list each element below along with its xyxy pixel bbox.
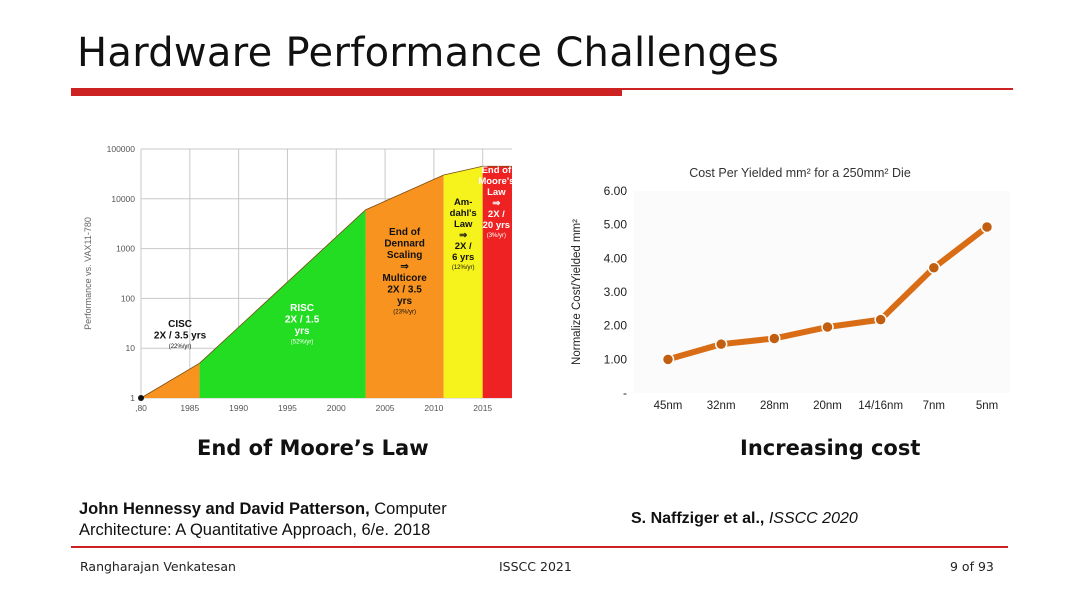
ref-authors: John Hennessy and David Patterson,	[79, 500, 370, 518]
region-rate-label: (23%/yr)	[393, 310, 416, 316]
cost-point	[661, 353, 675, 366]
ref2-authors: S. Naffziger et al.,	[631, 510, 765, 527]
x-tick-label: 2005	[376, 403, 395, 413]
y-tick-label: 1	[130, 393, 135, 403]
cost-point	[874, 313, 887, 326]
region-label: Scaling	[387, 250, 423, 261]
footer-page-number: 9 of 93	[950, 559, 994, 574]
region-label: ⇒	[492, 198, 501, 209]
region-label: ⇒	[459, 230, 468, 241]
x-tick-label: 7nm	[923, 400, 945, 412]
region-label: 2X / 3.5 yrs	[154, 331, 207, 342]
footer-rule	[71, 546, 1008, 548]
region-label: 2X /	[488, 209, 505, 220]
region-label: CISC	[168, 319, 192, 330]
x-tick-label: 1990	[229, 403, 248, 413]
region-label: 2X / 3.5	[387, 285, 422, 296]
y-axis-label: Performance vs. VAX11-780	[83, 217, 93, 330]
region-area	[443, 166, 483, 398]
chart-title: Cost Per Yielded mm² for a 250mm² Die	[689, 166, 911, 180]
region-area	[199, 209, 366, 398]
region-rate-label: (22%/yr)	[169, 344, 192, 350]
x-tick-label: 2015	[473, 403, 492, 413]
x-tick-label: 1995	[278, 403, 297, 413]
region-label: yrs	[397, 296, 412, 307]
title-underline-thick	[71, 88, 622, 96]
cost-point	[821, 320, 834, 334]
y-tick-label: 3.00	[604, 285, 628, 299]
region-label: 2X /	[455, 241, 472, 252]
footer-conference: ISSCC 2021	[499, 559, 572, 574]
performance-curve	[140, 165, 512, 399]
plot-background	[634, 191, 1010, 393]
region-label: ⇒	[400, 262, 409, 273]
caption-increasing-cost: Increasing cost	[740, 436, 921, 460]
reference-hennessy-patterson: John Hennessy and David Patterson, Compu…	[79, 499, 447, 541]
region-label: Multicore	[382, 273, 427, 284]
x-tick-label: 28nm	[760, 400, 789, 412]
region-label: End of	[482, 165, 512, 176]
y-tick-label: 4.00	[604, 251, 628, 265]
cost-point	[927, 261, 941, 275]
slide-title: Hardware Performance Challenges	[77, 30, 780, 76]
ref2-venue: ISSCC 2020	[768, 510, 858, 527]
cost-point	[714, 337, 728, 351]
y-tick-label: 2.00	[604, 319, 628, 333]
x-tick-label: 2000	[327, 403, 346, 413]
cost-point	[980, 220, 994, 234]
region-label: 6 yrs	[452, 252, 474, 263]
region-label: Dennard	[384, 239, 425, 250]
region-label: 20 yrs	[483, 220, 510, 231]
title-underline-thin	[622, 88, 1013, 90]
region-area	[482, 166, 512, 398]
y-tick-label: 10	[126, 343, 136, 353]
x-tick-label: 20nm	[813, 400, 842, 412]
cost-per-mm2-chart: Cost Per Yielded mm² for a 250mm² Die - 1.…	[571, 166, 1010, 412]
y-tick-label: -	[623, 386, 627, 400]
footer-author: Rangharajan Venkatesan	[80, 559, 236, 574]
reference-naffziger: S. Naffziger et al., ISSCC 2020	[631, 510, 858, 528]
region-label: End of	[389, 227, 421, 238]
region-area	[365, 175, 444, 398]
y-tick-label: 5.00	[604, 218, 628, 232]
ref-title-start: Computer	[369, 500, 447, 518]
region-rate-label: (52%/yr)	[291, 340, 314, 346]
y-tick-label: 100	[121, 293, 135, 303]
y-axis-label: Normalize Cost/Yielded mm²	[571, 219, 583, 365]
x-tick-label: 45nm	[654, 400, 683, 412]
moore-law-chart: 1 10 100 1000 10000 100000 ,80 1985 1990 1995 2000…	[83, 144, 514, 413]
region-label: Moore's	[478, 176, 514, 187]
cost-point	[768, 332, 781, 345]
region-rate-label: (3%/yr)	[487, 233, 506, 239]
region-label: dahl's	[450, 208, 477, 219]
x-tick-label: 2010	[424, 403, 443, 413]
region-label: Law	[454, 219, 473, 230]
region-label: RISC	[290, 303, 314, 314]
y-tick-label: 10000	[111, 194, 135, 204]
region-label: 2X / 1.5	[285, 315, 320, 326]
region-label: yrs	[295, 326, 310, 337]
y-tick-label: 100000	[107, 144, 136, 154]
ref-title-end: Architecture: A Quantitative Approach, 6…	[79, 521, 431, 539]
curve-start-point	[138, 395, 144, 401]
region-rate-label: (12%/yr)	[452, 265, 475, 271]
x-tick-label: 5nm	[976, 400, 998, 412]
x-tick-label: 1985	[180, 403, 199, 413]
y-tick-label: 1.00	[604, 352, 628, 366]
x-tick-label: 14/16nm	[858, 400, 903, 412]
region-label: Law	[487, 187, 506, 198]
y-tick-label: 6.00	[604, 184, 628, 198]
region-area	[141, 363, 200, 398]
y-tick-label: 1000	[116, 244, 135, 254]
x-tick-label: 32nm	[707, 400, 736, 412]
region-label: Am-	[454, 197, 472, 208]
x-tick-label: ,80	[135, 403, 147, 413]
caption-end-of-moores-law: End of Moore’s Law	[197, 436, 429, 460]
